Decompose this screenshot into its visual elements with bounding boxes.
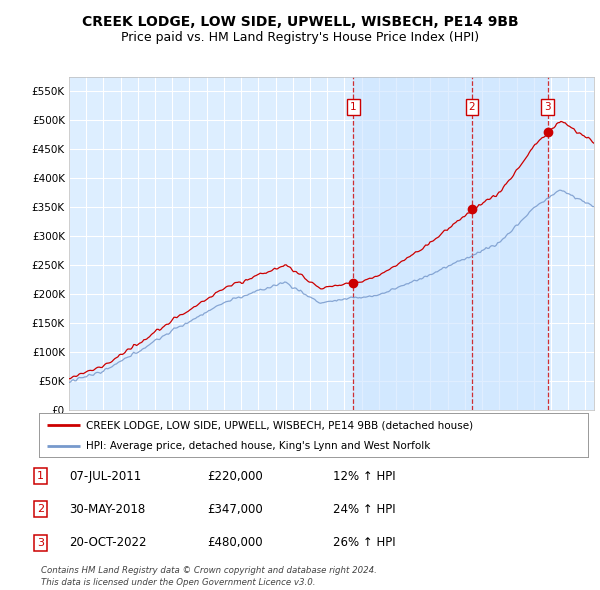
Text: 1: 1 bbox=[37, 471, 44, 481]
Text: HPI: Average price, detached house, King's Lynn and West Norfolk: HPI: Average price, detached house, King… bbox=[86, 441, 430, 451]
Text: 20-OCT-2022: 20-OCT-2022 bbox=[69, 536, 146, 549]
Text: 30-MAY-2018: 30-MAY-2018 bbox=[69, 503, 145, 516]
Text: 26% ↑ HPI: 26% ↑ HPI bbox=[333, 536, 395, 549]
Text: 2: 2 bbox=[469, 101, 475, 112]
Text: CREEK LODGE, LOW SIDE, UPWELL, WISBECH, PE14 9BB (detached house): CREEK LODGE, LOW SIDE, UPWELL, WISBECH, … bbox=[86, 421, 473, 430]
Text: 3: 3 bbox=[37, 538, 44, 548]
Text: £480,000: £480,000 bbox=[207, 536, 263, 549]
Text: 1: 1 bbox=[350, 101, 356, 112]
Text: Contains HM Land Registry data © Crown copyright and database right 2024.
This d: Contains HM Land Registry data © Crown c… bbox=[41, 566, 377, 587]
Text: CREEK LODGE, LOW SIDE, UPWELL, WISBECH, PE14 9BB: CREEK LODGE, LOW SIDE, UPWELL, WISBECH, … bbox=[82, 15, 518, 29]
Text: £220,000: £220,000 bbox=[207, 470, 263, 483]
Bar bbox=[353, 77, 548, 410]
Text: 24% ↑ HPI: 24% ↑ HPI bbox=[333, 503, 395, 516]
Text: 2: 2 bbox=[37, 504, 44, 514]
Text: Price paid vs. HM Land Registry's House Price Index (HPI): Price paid vs. HM Land Registry's House … bbox=[121, 31, 479, 44]
Text: 07-JUL-2011: 07-JUL-2011 bbox=[69, 470, 141, 483]
Text: 3: 3 bbox=[544, 101, 551, 112]
Text: £347,000: £347,000 bbox=[207, 503, 263, 516]
Text: 12% ↑ HPI: 12% ↑ HPI bbox=[333, 470, 395, 483]
